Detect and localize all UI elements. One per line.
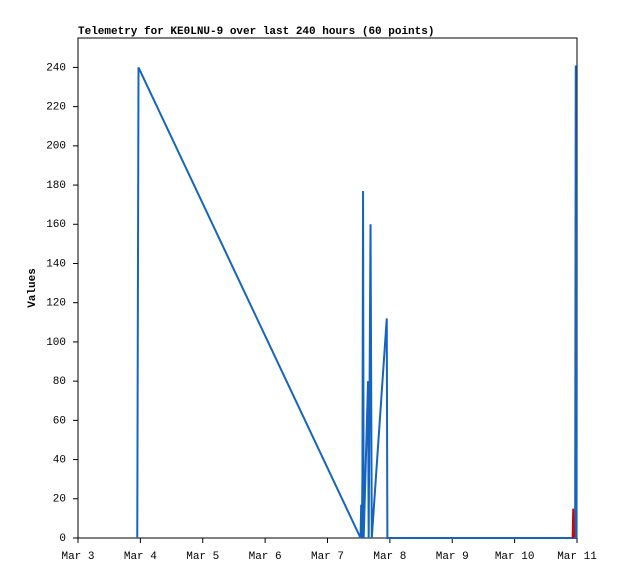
plot-frame xyxy=(77,37,578,539)
y-tick-label: 80 xyxy=(53,376,66,388)
y-tick-label: 20 xyxy=(53,494,66,506)
y-tick-label: 180 xyxy=(46,180,66,192)
y-tick-label: 120 xyxy=(46,298,66,310)
y-tick-label: 0 xyxy=(59,533,66,545)
y-tick-label: 240 xyxy=(46,62,66,74)
y-tick-label: 220 xyxy=(46,102,66,114)
x-tick-label: Mar 7 xyxy=(311,551,344,563)
x-tick-label: Mar 9 xyxy=(436,551,469,563)
y-tick-label: 100 xyxy=(46,337,66,349)
chart-title: Telemetry for KE0LNU-9 over last 240 hou… xyxy=(78,26,434,38)
x-tick-label: Mar 4 xyxy=(124,551,157,563)
data-line xyxy=(571,508,575,539)
x-tick-label: Mar 10 xyxy=(495,551,535,563)
y-axis-label: Values xyxy=(27,268,39,308)
data-line xyxy=(136,65,578,539)
y-tick-label: 200 xyxy=(46,141,66,153)
y-tick-label: 140 xyxy=(46,258,66,270)
x-tick-label: Mar 6 xyxy=(249,551,282,563)
y-tick-label: 160 xyxy=(46,219,66,231)
x-tick-label: Mar 3 xyxy=(61,551,94,563)
x-tick-label: Mar 5 xyxy=(186,551,219,563)
x-tick-label: Mar 11 xyxy=(557,551,597,563)
y-tick-label: 60 xyxy=(53,415,66,427)
x-tick-label: Mar 8 xyxy=(373,551,406,563)
y-tick-label: 40 xyxy=(53,454,66,466)
